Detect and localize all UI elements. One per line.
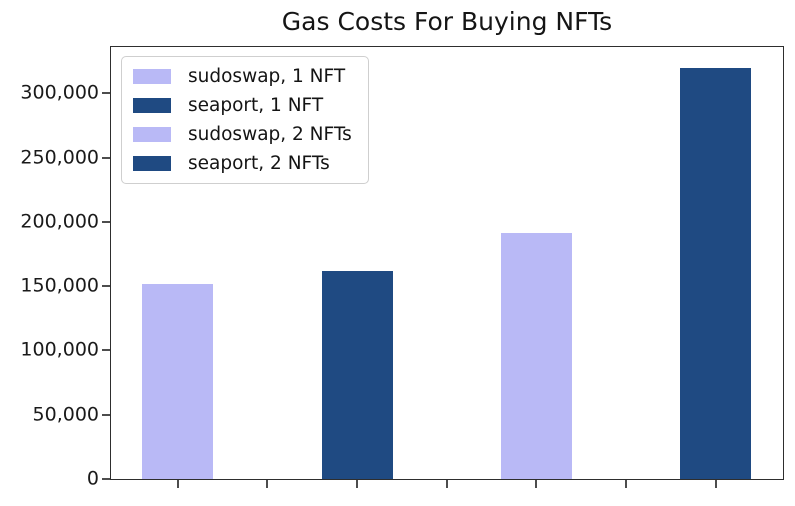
x-tick-mark [445, 480, 448, 488]
legend-label: sudoswap, 2 NFTs [188, 124, 352, 145]
legend: sudoswap, 1 NFT seaport, 1 NFT sudoswap, 2… [121, 56, 369, 184]
y-tick-label: 300,000 [20, 81, 99, 104]
plot-area: sudoswap, 1 NFT seaport, 1 NFT sudoswap, 2… [20, 46, 784, 490]
bar-3 [680, 67, 752, 479]
legend-color-patch [133, 98, 171, 113]
legend-color-patch [133, 69, 171, 84]
legend-item: seaport, 2 NFTs [133, 153, 352, 174]
y-tick-label: 50,000 [32, 403, 99, 426]
legend-item: sudoswap, 2 NFTs [133, 124, 352, 145]
bar-2 [500, 233, 572, 479]
legend-label: seaport, 2 NFTs [188, 153, 330, 174]
y-tick-label: 100,000 [20, 338, 99, 361]
y-tick-mark [102, 285, 110, 288]
y-tick-mark [102, 220, 110, 223]
legend-item: seaport, 1 NFT [133, 95, 352, 116]
legend-label: seaport, 1 NFT [188, 95, 324, 116]
y-tick-label: 200,000 [20, 210, 99, 233]
y-tick-mark [102, 413, 110, 416]
y-tick-label: 150,000 [20, 274, 99, 297]
y-tick-label: 250,000 [20, 146, 99, 169]
bar-0 [142, 283, 213, 479]
y-tick-mark [102, 92, 110, 95]
legend-color-patch [133, 127, 171, 142]
x-tick-mark [266, 480, 269, 488]
legend-label: sudoswap, 1 NFT [188, 66, 346, 87]
x-tick-mark [625, 480, 628, 488]
legend-item: sudoswap, 1 NFT [133, 66, 352, 87]
y-tick-mark [102, 478, 110, 480]
bar-1 [321, 270, 393, 479]
legend-color-patch [133, 156, 171, 171]
x-tick-mark [176, 480, 179, 488]
chart-title: Gas Costs For Buying NFTs [281, 7, 613, 36]
y-tick-mark [102, 349, 110, 352]
x-tick-mark [535, 480, 538, 488]
y-tick-label: 0 [86, 467, 99, 490]
x-tick-mark [356, 480, 358, 488]
x-tick-mark [714, 480, 717, 488]
y-tick-mark [102, 156, 110, 159]
